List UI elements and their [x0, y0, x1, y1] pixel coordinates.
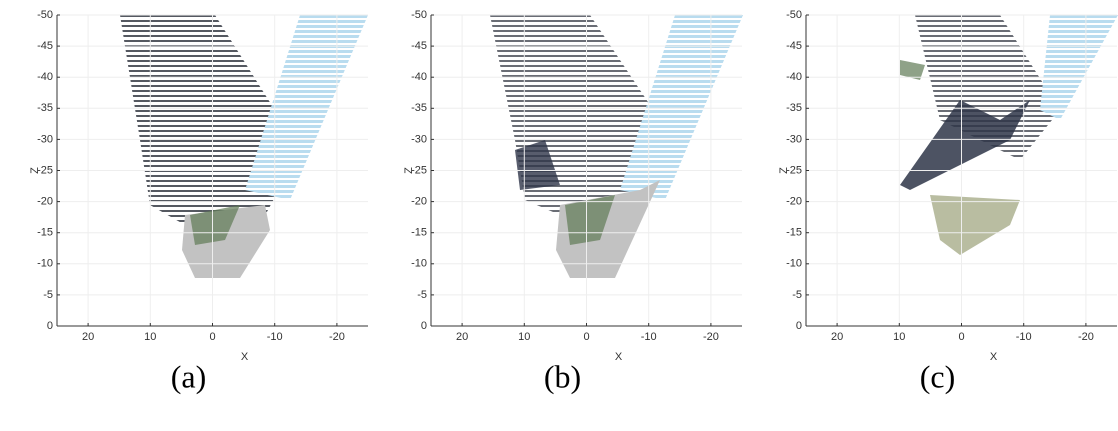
x-tick-label: 0	[583, 331, 589, 343]
y-tick-label: -45	[411, 40, 427, 52]
y-axis-label: Z	[778, 167, 790, 174]
x-axis-label: X	[615, 351, 623, 363]
x-tick-label: 10	[893, 331, 905, 343]
x-tick-label: -20	[329, 331, 345, 343]
point-cloud-a	[120, 15, 368, 278]
y-tick-label: -5	[417, 289, 427, 301]
y-tick-label: -15	[786, 227, 802, 239]
x-tick-label: 10	[144, 331, 156, 343]
y-tick-label: -10	[37, 258, 53, 270]
y-tick-label: -25	[37, 164, 53, 176]
y-tick-label: -45	[786, 40, 802, 52]
x-tick-label: 20	[831, 331, 843, 343]
y-tick-label: -35	[37, 102, 53, 114]
y-tick-label: -30	[411, 133, 427, 145]
y-tick-label: -20	[786, 196, 802, 208]
caption: (c)	[920, 358, 956, 394]
y-tick-label: -10	[786, 258, 802, 270]
y-tick-label: 0	[421, 320, 427, 332]
point-cloud-c	[900, 15, 1118, 255]
y-tick-label: 0	[796, 320, 802, 332]
y-tick-label: -5	[792, 289, 802, 301]
caption: (a)	[171, 358, 207, 394]
y-tick-label: -50	[37, 9, 53, 21]
y-tick-label: -15	[411, 227, 427, 239]
x-tick-label: -20	[703, 331, 719, 343]
y-tick-label: -30	[786, 133, 802, 145]
y-axis-label: Z	[403, 167, 415, 174]
y-tick-label: -15	[37, 227, 53, 239]
x-tick-label: -10	[641, 331, 657, 343]
y-tick-label: -25	[411, 164, 427, 176]
x-tick-label: 0	[958, 331, 964, 343]
y-tick-label: -10	[411, 258, 427, 270]
x-tick-label: 20	[456, 331, 468, 343]
y-tick-label: -20	[411, 196, 427, 208]
y-tick-label: -35	[411, 102, 427, 114]
y-tick-label: -45	[37, 40, 53, 52]
caption: (b)	[544, 358, 581, 394]
x-tick-label: 20	[82, 331, 94, 343]
y-tick-label: -30	[37, 133, 53, 145]
y-tick-label: -50	[786, 9, 802, 21]
y-tick-label: -25	[786, 164, 802, 176]
y-tick-label: -40	[411, 71, 427, 83]
x-axis-label: X	[990, 351, 998, 363]
x-tick-label: 0	[209, 331, 215, 343]
x-tick-label: 10	[518, 331, 530, 343]
y-tick-label: -50	[411, 9, 427, 21]
y-tick-label: -5	[43, 289, 53, 301]
y-tick-label: -40	[786, 71, 802, 83]
y-tick-label: -35	[786, 102, 802, 114]
y-axis-label: Z	[29, 167, 41, 174]
x-axis-label: X	[241, 351, 249, 363]
y-tick-label: 0	[47, 320, 53, 332]
x-tick-label: -10	[267, 331, 283, 343]
x-tick-label: -20	[1078, 331, 1094, 343]
point-cloud-b	[490, 15, 743, 278]
y-tick-label: -20	[37, 196, 53, 208]
y-tick-label: -40	[37, 71, 53, 83]
x-tick-label: -10	[1016, 331, 1032, 343]
